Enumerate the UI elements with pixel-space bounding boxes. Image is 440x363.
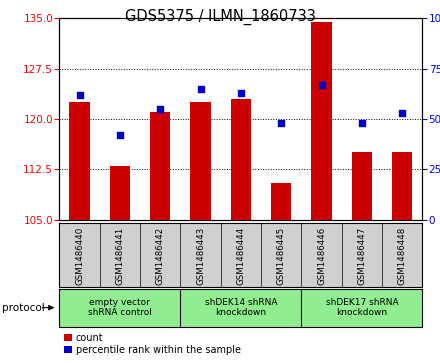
Point (237, 90, 244, 95)
Text: shDEK17 shRNA
knockdown: shDEK17 shRNA knockdown (326, 298, 398, 317)
Text: GSM1486448: GSM1486448 (398, 227, 407, 285)
Point (116, 132, 123, 138)
Bar (312, 21, 332, 220)
Point (358, 120, 365, 126)
Text: GSM1486447: GSM1486447 (357, 227, 367, 285)
Bar (70, 102, 90, 220)
Bar (392, 152, 412, 220)
Point (318, 82, 325, 87)
Text: GSM1486444: GSM1486444 (236, 227, 246, 285)
Text: GSM1486445: GSM1486445 (277, 227, 286, 285)
Text: GSM1486441: GSM1486441 (115, 227, 125, 285)
Text: GSM1486443: GSM1486443 (196, 227, 205, 285)
Point (399, 110, 406, 116)
Text: GDS5375 / ILMN_1860733: GDS5375 / ILMN_1860733 (125, 9, 315, 25)
Text: protocol: protocol (2, 303, 45, 313)
Text: empty vector
shRNA control: empty vector shRNA control (88, 298, 152, 317)
Bar (352, 152, 372, 220)
Legend: count, percentile rank within the sample: count, percentile rank within the sample (64, 333, 241, 355)
Bar (231, 99, 251, 220)
Bar (110, 166, 130, 220)
Bar (191, 102, 211, 220)
Point (278, 120, 285, 126)
Text: GSM1486442: GSM1486442 (156, 227, 165, 285)
Text: GSM1486440: GSM1486440 (75, 227, 84, 285)
Bar (150, 112, 170, 220)
Point (197, 86, 204, 91)
Point (157, 106, 164, 112)
Text: shDEK14 shRNA
knockdown: shDEK14 shRNA knockdown (205, 298, 277, 317)
Bar (271, 183, 291, 220)
Point (76, 92, 83, 98)
Text: GSM1486446: GSM1486446 (317, 227, 326, 285)
